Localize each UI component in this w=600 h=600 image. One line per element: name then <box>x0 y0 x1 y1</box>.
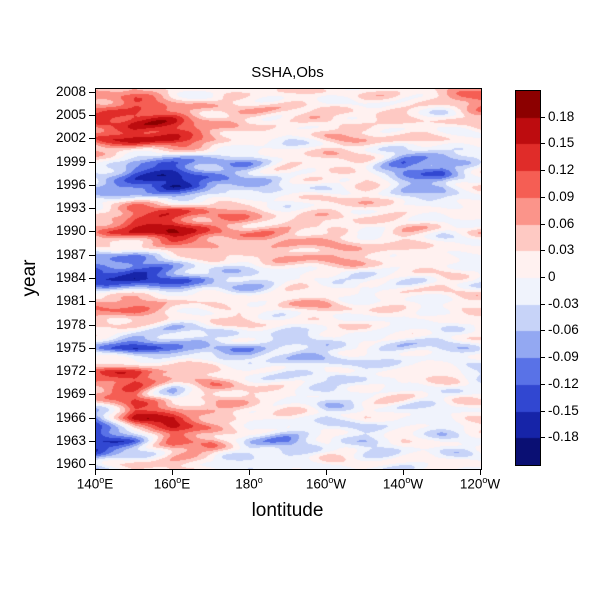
x-tick-mark <box>403 469 404 475</box>
x-tick-mark <box>172 469 173 475</box>
y-tick-label: 1972 <box>55 363 86 379</box>
y-tick-mark <box>89 301 95 303</box>
y-tick-mark <box>89 231 95 233</box>
x-tick-label: 140oE <box>76 475 114 492</box>
y-tick-label: 1960 <box>55 456 86 472</box>
y-tick-label: 1969 <box>55 386 86 402</box>
colorbar-tick-mark <box>541 170 545 172</box>
colorbar-tick-label: -0.06 <box>548 322 579 338</box>
colorbar-tick-mark <box>541 383 545 385</box>
y-tick-label: 1981 <box>55 293 86 309</box>
y-tick-mark <box>89 394 95 396</box>
y-tick-label: 1975 <box>55 339 86 355</box>
colorbar-tick-label: -0.15 <box>548 402 579 418</box>
colorbar-tick-label: -0.18 <box>548 429 579 445</box>
colorbar-tick-mark <box>541 223 545 225</box>
y-tick-label: 2005 <box>55 107 86 123</box>
colorbar-canvas <box>516 91 540 465</box>
colorbar-tick-label: -0.03 <box>548 295 579 311</box>
colorbar-tick-mark <box>541 303 545 305</box>
colorbar-tick-label: 0.15 <box>548 135 575 151</box>
colorbar-tick-label: 0.12 <box>548 162 575 178</box>
y-tick-label: 1984 <box>55 270 86 285</box>
colorbar-tick-mark <box>541 116 545 118</box>
y-tick-mark <box>89 161 95 163</box>
colorbar-tick-mark <box>541 330 545 332</box>
y-tick-mark <box>89 208 95 210</box>
x-tick-mark <box>95 469 96 475</box>
y-tick-mark <box>89 371 95 373</box>
y-tick-mark <box>89 138 95 140</box>
colorbar-tick-mark <box>541 196 545 198</box>
x-tick-label: 140oW <box>382 475 424 492</box>
colorbar-tick-label: 0.03 <box>548 242 575 258</box>
x-tick-label: 160oW <box>305 475 347 492</box>
y-tick-label: 2008 <box>55 83 86 99</box>
colorbar-tick-mark <box>541 437 545 439</box>
x-tick-mark <box>480 469 481 475</box>
y-tick-label: 1966 <box>55 409 86 425</box>
y-tick-mark <box>89 417 95 419</box>
colorbar-tick-label: 0.18 <box>548 108 575 124</box>
y-tick-mark <box>89 278 95 279</box>
y-tick-mark <box>89 440 95 442</box>
colorbar-tick-mark <box>541 143 545 145</box>
colorbar-tick-mark <box>541 250 545 252</box>
colorbar-tick-label: 0 <box>548 269 556 284</box>
colorbar-tick-label: 0.09 <box>548 188 575 204</box>
x-tick-label: 160oE <box>153 475 191 492</box>
x-tick-label: 180o <box>235 475 263 492</box>
y-tick-mark <box>89 254 95 256</box>
x-tick-mark <box>249 469 250 475</box>
y-tick-mark <box>89 324 95 326</box>
x-tick-mark <box>326 469 327 475</box>
y-tick-label: 1999 <box>55 153 86 169</box>
chart-title: SSHA,Obs <box>251 64 324 81</box>
x-tick-label: 120oW <box>459 475 501 492</box>
plot-area <box>95 88 482 470</box>
colorbar-tick-label: 0.06 <box>548 215 575 231</box>
y-tick-mark <box>89 464 95 466</box>
y-tick-label: 1963 <box>55 432 86 448</box>
heatmap-canvas <box>96 89 481 469</box>
y-tick-mark <box>89 347 95 349</box>
y-tick-label: 1978 <box>55 316 86 332</box>
y-tick-label: 1990 <box>55 223 86 239</box>
colorbar-tick-mark <box>541 357 545 359</box>
y-tick-label: 1987 <box>55 246 86 262</box>
y-tick-label: 1993 <box>55 200 86 216</box>
y-tick-mark <box>89 115 95 117</box>
x-axis-label: lontitude <box>251 500 324 521</box>
colorbar-tick-mark <box>541 410 545 412</box>
colorbar-tick-label: -0.12 <box>548 375 579 391</box>
y-tick-label: 1996 <box>55 176 86 192</box>
y-tick-label: 2002 <box>55 130 86 146</box>
y-tick-mark <box>89 91 95 93</box>
colorbar <box>515 90 541 466</box>
colorbar-tick-label: -0.09 <box>548 349 579 365</box>
y-tick-mark <box>89 184 95 186</box>
colorbar-tick-mark <box>541 277 545 278</box>
